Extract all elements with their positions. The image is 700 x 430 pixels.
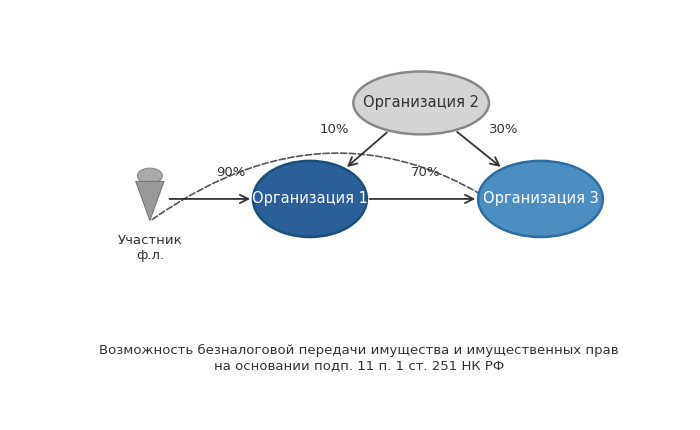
Ellipse shape [354,71,489,134]
Circle shape [137,168,162,183]
Text: 70%: 70% [411,166,440,179]
Text: Организация 1: Организация 1 [252,191,368,206]
Text: Организация 2: Организация 2 [363,95,479,111]
Text: 90%: 90% [216,166,246,179]
Text: Организация 3: Организация 3 [482,191,598,206]
Text: Участник
ф.л.: Участник ф.л. [118,234,182,262]
Text: Возможность безналоговой передачи имущества и имущественных прав
на основании по: Возможность безналоговой передачи имущес… [99,344,619,372]
Text: 30%: 30% [489,123,519,136]
FancyArrowPatch shape [152,153,532,230]
Text: 10%: 10% [320,123,349,136]
Ellipse shape [478,161,603,237]
Ellipse shape [253,161,367,237]
Polygon shape [136,181,164,221]
